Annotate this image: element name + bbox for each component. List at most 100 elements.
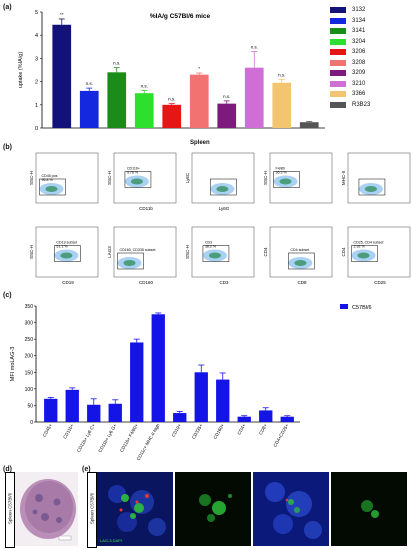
- legend-label: 3208: [352, 59, 366, 66]
- mfi-bar: [280, 416, 294, 422]
- x-tick-label: CD45+: [42, 423, 54, 438]
- flow-plot: CD11b+9.76 % SSC-H CD11b: [107, 152, 177, 211]
- y-tick-label: 100: [25, 387, 34, 393]
- fluorescence-lag3-image: [175, 472, 251, 546]
- mfi-bar: [173, 413, 187, 422]
- x-tick-label: CD19+: [171, 423, 183, 438]
- mfi-bar: [151, 314, 165, 422]
- fluorescence-side-label: Spleen C57Bl/6: [89, 492, 95, 525]
- legend-swatch: [330, 17, 346, 24]
- mfi-bar: [108, 403, 122, 422]
- gate: [124, 171, 152, 188]
- plot-frame: [191, 152, 255, 204]
- histology-side-label: Spleen C57Bl/6: [7, 492, 13, 525]
- x-tick-label: CD4+: [236, 423, 246, 436]
- mfi-bar-chart: 0 50 100 150 200 250 300 350 MFI moLAG-3 C57Bl/6 C…: [10, 304, 372, 461]
- x-tick-label: CD335+: [191, 423, 204, 440]
- bar-3132: [52, 24, 72, 128]
- mfi-bar: [65, 389, 79, 422]
- flow-y-label: SSC-H: [29, 245, 34, 259]
- gate-percent: 36.3 %: [276, 171, 288, 175]
- significance-label: *: [198, 66, 200, 71]
- gate-label: CD3: [205, 241, 212, 245]
- panel-label-d: (d): [3, 466, 12, 473]
- flow-plot: MHC-II: [341, 152, 411, 204]
- legend-swatch: [340, 304, 348, 309]
- gate-label: CD19 subset: [56, 241, 77, 245]
- bar-3208: [189, 74, 209, 128]
- y-tick-label: 1: [35, 103, 38, 109]
- gate: [54, 245, 81, 262]
- bar-3209: [217, 103, 237, 128]
- flow-x-label: CD19: [62, 280, 74, 285]
- gate-label: CD160, CD335 subset: [120, 248, 156, 252]
- cell-population-core: [208, 252, 221, 259]
- y-tick-label: 200: [25, 354, 34, 360]
- panel-label-a: (a): [3, 4, 12, 11]
- gate: [351, 245, 378, 262]
- legend-swatch: [330, 101, 346, 108]
- gate-percent: 51.1 %: [56, 245, 68, 249]
- flow-plot: CD4 subset CD4 CD8: [263, 226, 333, 285]
- x-tick-label: CD8+: [258, 423, 268, 436]
- legend-label: R3B23: [352, 101, 371, 108]
- gate: [210, 178, 237, 196]
- cell-population-core: [216, 186, 229, 192]
- legend-item-3132: 3132: [330, 5, 408, 16]
- significance-label: n.s.: [113, 61, 120, 66]
- legend-swatch: [330, 7, 346, 14]
- fluorescence-dapi-image: [253, 472, 329, 546]
- legend-label: 3141: [352, 28, 366, 35]
- y-tick-label: 2: [35, 80, 38, 86]
- legend-label: 3206: [352, 49, 366, 56]
- plot-frame: [113, 226, 177, 278]
- uptake-legend: 3132 3134 3141 3204 3206 3208 3209 3210 3366 R3B2…: [330, 5, 408, 165]
- y-tick-label: 250: [25, 337, 34, 343]
- spleen-histology-image: [15, 472, 78, 546]
- fluorescence-merge-image: LAG-3 DAPI: [97, 472, 173, 546]
- gate-percent: 38.2 %: [205, 245, 217, 249]
- mfi-bar: [194, 372, 208, 422]
- significance-label: n.s.: [141, 83, 148, 88]
- y-tick-label: 4: [35, 33, 38, 39]
- bar-3210: [244, 67, 264, 128]
- uptake-chart-title: %IA/g C57Bl/6 mice: [150, 13, 211, 20]
- bar-3366: [272, 82, 292, 128]
- significance-label: n.s.: [278, 72, 285, 77]
- significance-label: n.s.: [168, 97, 175, 102]
- mfi-bar: [216, 379, 230, 422]
- cell-population-core: [357, 252, 370, 259]
- plot-frame: [269, 226, 333, 278]
- legend-label: 3210: [352, 80, 366, 87]
- mfi-bar: [130, 342, 144, 422]
- plot-frame: [347, 226, 411, 278]
- bar-3134: [79, 90, 99, 128]
- histology-side-label-box: Spleen C57Bl/6: [5, 472, 15, 548]
- legend-item-3208: 3208: [330, 58, 408, 69]
- bar-R3B23: [299, 122, 319, 128]
- mfi-bar: [259, 410, 273, 422]
- significance-label: n.s.: [223, 94, 230, 99]
- flow-x-label: CD160: [139, 280, 154, 285]
- gate-label: CD4 subset: [290, 248, 309, 252]
- gate: [117, 252, 144, 270]
- gate-label: CD25, CD4 subset: [354, 241, 384, 245]
- y-tick-label: 350: [25, 304, 34, 310]
- cell-population-core: [364, 186, 377, 192]
- y-axis-label: MFI moLAG-3: [10, 347, 16, 382]
- cell-population-core: [279, 178, 292, 185]
- x-tick-label: CD11b+ Ly6 C+: [76, 423, 96, 453]
- cell-population-core: [294, 260, 307, 266]
- x-tick-label: CD4+CD25+: [272, 423, 289, 448]
- flow-y-label: MHC-II: [341, 171, 346, 185]
- y-tick-label: 0: [30, 420, 33, 426]
- fluorescence-side-label-box: Spleen C57Bl/6: [87, 472, 97, 548]
- flow-y-label: CD4: [263, 247, 268, 256]
- significance-label: **: [60, 12, 64, 17]
- plot-frame: [35, 152, 99, 204]
